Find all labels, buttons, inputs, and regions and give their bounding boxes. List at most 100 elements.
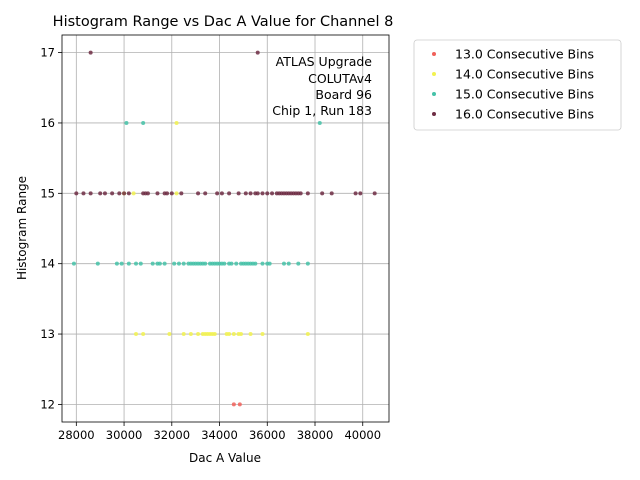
- data-point: [157, 261, 162, 266]
- data-point: [255, 50, 260, 55]
- legend-marker: [432, 52, 436, 56]
- x-tick-label: 38000: [297, 428, 334, 442]
- legend-label: 14.0 Consecutive Bins: [455, 67, 594, 82]
- data-point: [231, 402, 236, 407]
- x-tick-label: 28000: [58, 428, 95, 442]
- data-point: [212, 332, 217, 337]
- data-point: [353, 191, 358, 196]
- data-point: [253, 261, 258, 266]
- data-point: [88, 50, 93, 55]
- data-point: [372, 191, 377, 196]
- legend-label: 13.0 Consecutive Bins: [455, 47, 594, 62]
- legend-marker: [432, 92, 436, 96]
- data-point: [329, 191, 334, 196]
- data-point: [231, 332, 236, 337]
- data-point: [176, 261, 181, 266]
- data-point: [229, 261, 234, 266]
- legend: 13.0 Consecutive Bins 14.0 Consecutive Bi…: [413, 39, 622, 131]
- y-tick-label: 13: [40, 327, 55, 341]
- data-point: [169, 191, 174, 196]
- data-point: [281, 261, 286, 266]
- y-tick-label: 15: [40, 186, 55, 200]
- data-point: [239, 332, 244, 337]
- data-point: [110, 191, 115, 196]
- data-point: [119, 261, 124, 266]
- data-point: [114, 261, 119, 266]
- data-point: [188, 332, 193, 337]
- y-axis-ticks: 12 13 14 15 16 17: [40, 46, 62, 411]
- annotation-line-2: COLUTAv4: [308, 71, 372, 86]
- data-point: [227, 191, 232, 196]
- data-point: [320, 191, 325, 196]
- x-tick-label: 36000: [249, 428, 286, 442]
- data-point: [95, 261, 100, 266]
- data-point: [305, 191, 310, 196]
- y-tick-label: 14: [40, 257, 55, 271]
- data-point: [260, 261, 265, 266]
- legend-box: [413, 39, 622, 131]
- legend-marker: [432, 72, 436, 76]
- data-point: [286, 261, 291, 266]
- data-point: [165, 191, 170, 196]
- data-point: [267, 261, 272, 266]
- y-tick-label: 17: [40, 46, 55, 60]
- data-point: [196, 332, 201, 337]
- data-points: [71, 50, 377, 407]
- data-point: [126, 191, 131, 196]
- data-point: [117, 191, 122, 196]
- data-point: [203, 191, 208, 196]
- legend-label: 15.0 Consecutive Bins: [455, 87, 594, 102]
- data-point: [305, 261, 310, 266]
- data-point: [162, 261, 167, 266]
- data-point: [222, 261, 227, 266]
- data-point: [203, 261, 208, 266]
- data-point: [124, 120, 129, 125]
- legend-label: 16.0 Consecutive Bins: [455, 107, 594, 122]
- data-point: [141, 120, 146, 125]
- x-tick-label: 34000: [201, 428, 238, 442]
- data-point: [122, 191, 127, 196]
- y-tick-label: 16: [40, 116, 55, 130]
- data-point: [71, 261, 76, 266]
- data-point: [215, 191, 220, 196]
- data-point: [133, 261, 138, 266]
- x-axis-ticks: 28000 30000 32000 34000 36000 38000 40000: [58, 422, 381, 442]
- data-point: [243, 191, 248, 196]
- data-point: [167, 332, 172, 337]
- y-axis-label: Histogram Range: [15, 176, 29, 280]
- data-point: [150, 261, 155, 266]
- data-point: [260, 191, 265, 196]
- data-point: [248, 332, 253, 337]
- x-tick-label: 32000: [153, 428, 190, 442]
- data-point: [255, 191, 260, 196]
- data-point: [174, 120, 179, 125]
- data-point: [234, 261, 239, 266]
- data-point: [88, 191, 93, 196]
- data-point: [296, 261, 301, 266]
- plot-frame: [61, 34, 390, 423]
- data-point: [265, 191, 270, 196]
- x-tick-label: 40000: [344, 428, 381, 442]
- x-axis-label: Dac A Value: [189, 451, 261, 465]
- data-point: [155, 191, 160, 196]
- data-point: [133, 332, 138, 337]
- data-point: [358, 191, 363, 196]
- grid-lines: [62, 35, 389, 422]
- data-point: [81, 191, 86, 196]
- data-point: [317, 120, 322, 125]
- data-point: [141, 332, 146, 337]
- data-point: [172, 261, 177, 266]
- data-point: [102, 191, 107, 196]
- data-point: [219, 191, 224, 196]
- data-point: [248, 191, 253, 196]
- data-point: [126, 261, 131, 266]
- data-point: [260, 332, 265, 337]
- annotation-line-1: ATLAS Upgrade: [276, 54, 373, 69]
- data-point: [174, 191, 179, 196]
- data-point: [270, 191, 275, 196]
- annotation-line-3: Board 96: [315, 87, 372, 102]
- data-point: [181, 261, 186, 266]
- chart-annotation: ATLAS Upgrade COLUTAv4 Board 96 Chip 1, …: [272, 54, 372, 118]
- data-point: [227, 332, 232, 337]
